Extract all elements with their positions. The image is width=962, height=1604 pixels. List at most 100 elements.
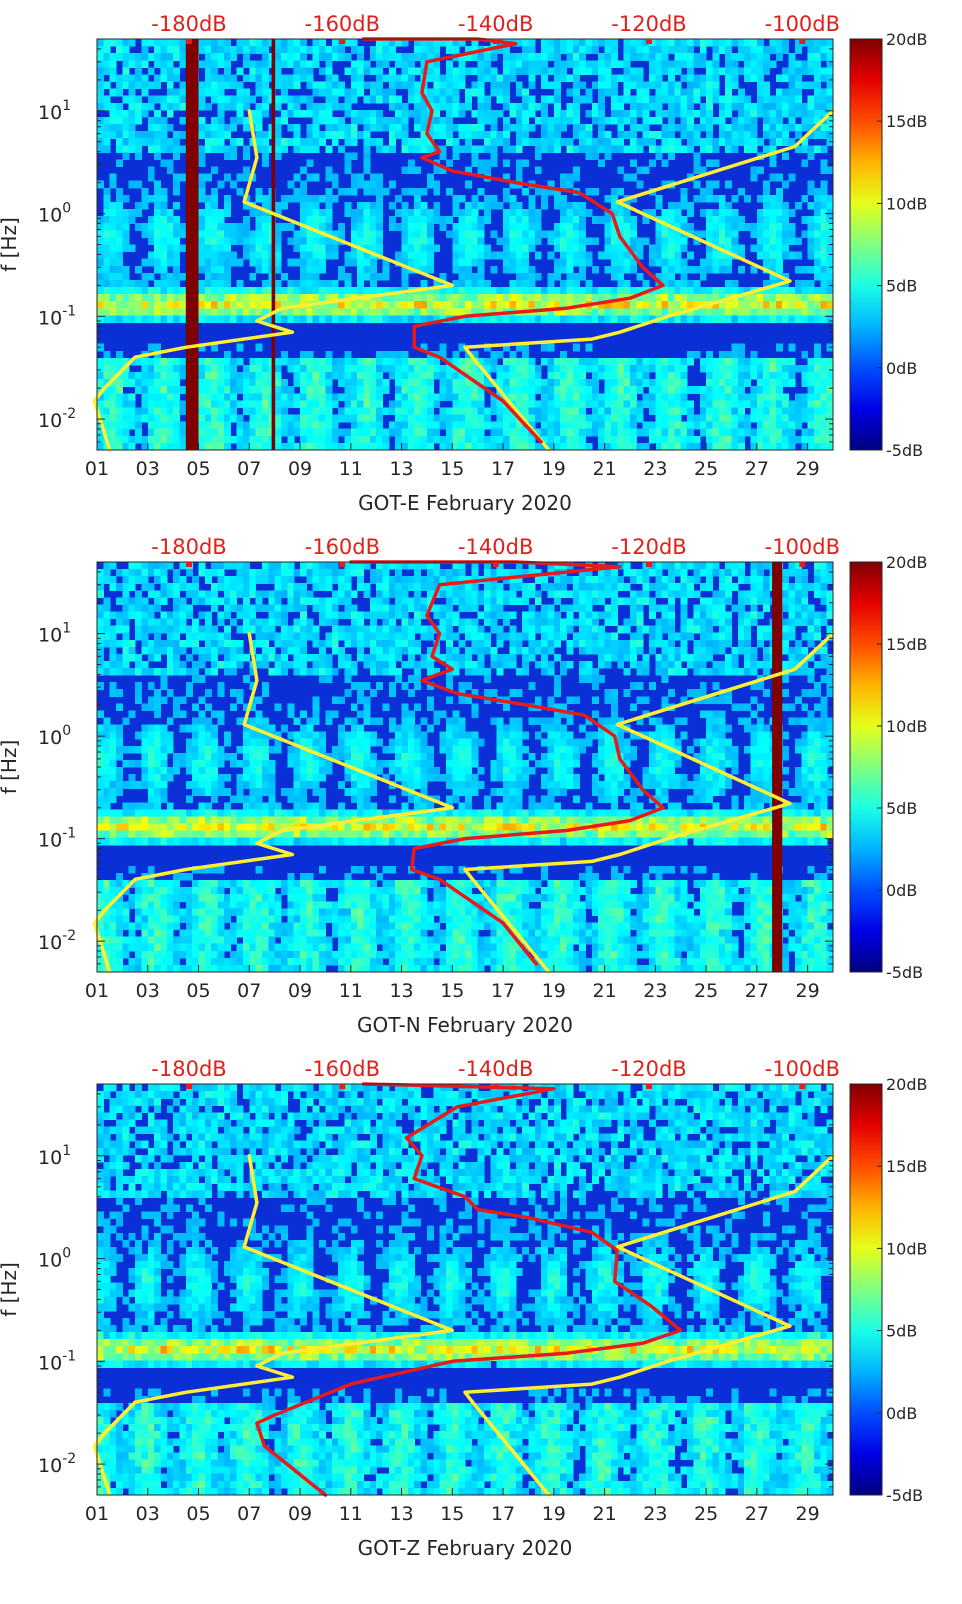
heatmap-cell [687, 386, 694, 394]
heatmap-cell [731, 237, 738, 245]
heatmap-cell [433, 89, 440, 97]
heatmap-cell [592, 372, 599, 380]
heatmap-cell [300, 266, 307, 274]
heatmap-cell [287, 237, 294, 245]
heatmap-cell [103, 915, 110, 923]
heatmap-cell [332, 82, 339, 90]
heatmap-cell [167, 230, 174, 238]
heatmap-cell [528, 379, 535, 387]
heatmap-cell [763, 117, 770, 125]
heatmap-cell [344, 138, 351, 146]
heatmap-cell [306, 436, 313, 444]
heatmap-cell [674, 372, 681, 380]
heatmap-cell [763, 209, 770, 217]
heatmap-cell [224, 131, 231, 139]
heatmap-cell [801, 393, 808, 401]
heatmap-cell [237, 96, 244, 104]
heatmap-cell [712, 372, 719, 380]
heatmap-cell [154, 152, 161, 160]
heatmap-cell [655, 89, 662, 97]
heatmap-cell [173, 315, 180, 323]
heatmap-cell [605, 400, 612, 408]
heatmap-cell [624, 60, 631, 68]
heatmap-cell [452, 145, 459, 153]
heatmap-cell [141, 110, 148, 118]
heatmap-cell [313, 266, 320, 274]
top-axis-tick [799, 39, 805, 44]
heatmap-cell [357, 67, 364, 75]
heatmap-cell [97, 732, 104, 740]
heatmap-cell [744, 393, 751, 401]
heatmap-cell [237, 429, 244, 437]
heatmap-cell [503, 138, 510, 146]
heatmap-cell [681, 365, 688, 373]
heatmap-cell [306, 315, 313, 323]
heatmap-cell [103, 96, 110, 104]
heatmap-cell [579, 443, 586, 451]
heatmap-cell [731, 351, 738, 359]
heatmap-cell [528, 400, 535, 408]
heatmap-cell [338, 117, 345, 125]
heatmap-cell [97, 880, 104, 888]
heatmap-cell [129, 60, 136, 68]
heatmap-cell [655, 82, 662, 90]
heatmap-cell [465, 209, 472, 217]
x-axis-title: GOT-E February 2020 [358, 491, 572, 515]
heatmap-cell [643, 301, 650, 309]
heatmap-cell [357, 365, 364, 373]
heatmap-cell [738, 372, 745, 380]
heatmap-cell [370, 259, 377, 267]
heatmap-cell [668, 60, 675, 68]
heatmap-cell [776, 308, 783, 316]
heatmap-cell [224, 195, 231, 203]
heatmap-cell [471, 82, 478, 90]
heatmap-cell [459, 124, 466, 132]
heatmap-cell [731, 117, 738, 125]
heatmap-cell [459, 103, 466, 111]
heatmap-cell [167, 138, 174, 146]
heatmap-cell [173, 294, 180, 302]
heatmap-cell [160, 422, 167, 430]
heatmap-cell [237, 46, 244, 54]
heatmap-cell [598, 138, 605, 146]
heatmap-cell [522, 372, 529, 380]
data-gap-band [186, 39, 199, 450]
heatmap-cell [363, 386, 370, 394]
heatmap-cell [103, 138, 110, 146]
heatmap-cell [313, 195, 320, 203]
heatmap-cell [243, 422, 250, 430]
heatmap-cell [630, 110, 637, 118]
heatmap-cell [586, 110, 593, 118]
heatmap-cell [249, 415, 256, 423]
heatmap-cell [440, 393, 447, 401]
heatmap-cell [465, 407, 472, 415]
heatmap-cell [643, 372, 650, 380]
heatmap-cell [408, 188, 415, 196]
heatmap-cell [522, 358, 529, 366]
heatmap-cell [814, 379, 821, 387]
heatmap-cell [160, 266, 167, 274]
heatmap-cell [224, 280, 231, 288]
heatmap-cell [103, 597, 110, 605]
heatmap-cell [649, 60, 656, 68]
heatmap-cell [497, 89, 504, 97]
heatmap-cell [649, 131, 656, 139]
heatmap-cell [395, 131, 402, 139]
heatmap-cell [725, 216, 732, 224]
heatmap-cell [706, 96, 713, 104]
heatmap-cell [154, 393, 161, 401]
heatmap-cell [605, 266, 612, 274]
heatmap-cell [789, 287, 796, 295]
heatmap-cell [110, 181, 117, 189]
heatmap-cell [712, 393, 719, 401]
heatmap-cell [97, 682, 104, 690]
heatmap-cell [643, 117, 650, 125]
heatmap-cell [110, 633, 117, 641]
heatmap-cell [256, 393, 263, 401]
heatmap-cell [414, 145, 421, 153]
heatmap-cell [725, 400, 732, 408]
heatmap-cell [541, 429, 548, 437]
heatmap-cell [535, 365, 542, 373]
heatmap-cell [662, 124, 669, 132]
heatmap-cell [122, 294, 129, 302]
